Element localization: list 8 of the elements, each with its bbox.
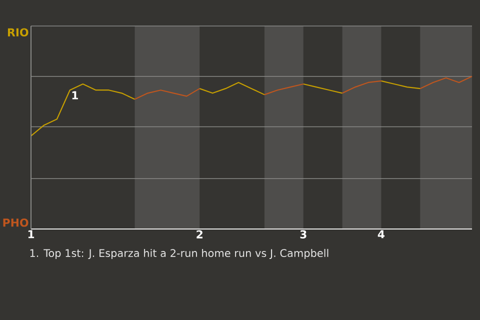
text: 1. Top 1st: J. Esparza hit a 2-run home run vs J. Campbell bbox=[30, 248, 328, 260]
x-tick-label: 1 bbox=[28, 230, 34, 238]
annotation: 1 bbox=[72, 91, 78, 100]
x-tick-label: 4 bbox=[378, 230, 385, 238]
x-tick-label: 3 bbox=[300, 230, 306, 238]
x-tick-label: 2 bbox=[196, 230, 202, 238]
text: RIO bbox=[8, 28, 28, 36]
text: PHO bbox=[3, 218, 28, 227]
